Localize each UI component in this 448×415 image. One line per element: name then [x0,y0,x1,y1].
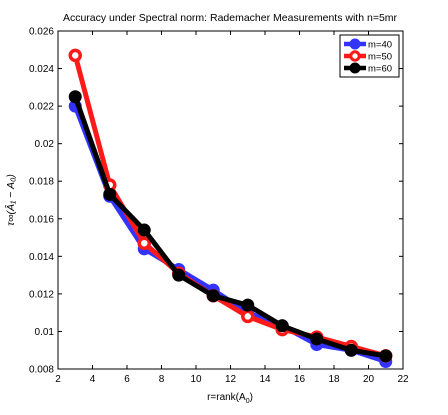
x-axis-label-main: r=rank(A [207,392,246,403]
series-m=60 [68,90,393,363]
y-axis-label: τ∞(Â₁ − A₀) [4,174,17,226]
legend-label: m=60 [368,64,392,75]
data-point [137,223,151,237]
x-axis-label: r=rank(A0) [207,392,253,405]
y-tick-label: 0.01 [35,327,55,338]
x-tick-label: 20 [363,374,375,385]
y-tick-label: 0.02 [35,139,55,150]
data-point [379,349,393,363]
data-point [206,289,220,303]
x-tick-label: 18 [328,374,340,385]
series-group [68,48,393,368]
x-tick-label: 14 [259,374,271,385]
x-axis-label-subscript: 0 [246,398,250,405]
data-point [310,332,324,346]
series-line [72,95,387,359]
data-point [275,319,289,333]
y-tick-label: 0.024 [29,64,54,75]
x-axis-label-close: ) [250,392,253,403]
data-point [68,48,82,63]
data-point [68,90,82,104]
x-tick-label: 22 [397,374,409,385]
legend-label: m=50 [368,52,392,63]
y-tick-label: 0.018 [29,177,54,188]
legend-marker [349,50,361,62]
y-axis: 0.008 0.01 0.012 0.014 0.016 0.018 0.02 0.022 0.… [29,27,403,376]
legend-marker [349,38,361,50]
x-tick-label: 4 [90,374,96,385]
x-tick-label: 6 [124,374,130,385]
y-tick-label: 0.012 [29,289,54,300]
x-tick-label: 8 [159,374,165,385]
data-point [344,343,358,357]
x-tick-label: 10 [190,374,202,385]
y-tick-label: 0.016 [29,214,54,225]
legend-label: m=40 [368,40,392,51]
x-tick-label: 12 [225,374,237,385]
y-tick-label: 0.014 [29,252,54,263]
legend: m=40m=50m=60 [339,34,400,78]
x-axis: 2 4 6 8 10 12 14 16 18 20 22 [55,31,409,385]
y-tick-label: 0.022 [29,102,54,113]
data-point [137,236,151,250]
data-point [241,298,255,312]
data-point [241,309,255,324]
chart-title: Accuracy under Spectral norm: Rademacher… [63,12,398,24]
y-tick-label: 0.026 [29,27,54,38]
y-tick-label: 0.008 [29,365,54,376]
x-tick-label: 2 [55,374,61,385]
legend-marker [349,62,361,74]
x-tick-label: 16 [294,374,306,385]
data-point [103,187,117,201]
data-point [172,268,186,282]
